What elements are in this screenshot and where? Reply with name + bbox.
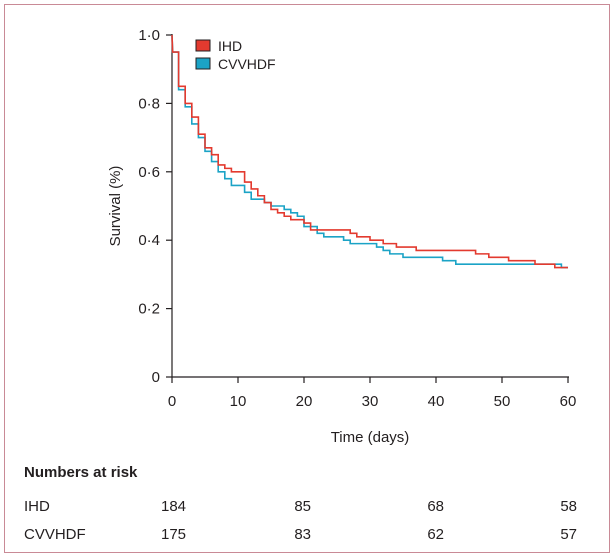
- risk-value: 85: [294, 498, 311, 515]
- axes: 0 0·2 0·4 0·6 0·8 1·0 0 10 20 30 40 50 60: [138, 27, 576, 410]
- legend-label-ihd: IHD: [218, 38, 242, 54]
- y-tick-label: 0·2: [138, 301, 160, 318]
- risk-value: 175: [161, 526, 186, 543]
- x-ticks: 0 10 20 30 40 50 60: [168, 377, 577, 410]
- risk-value: 184: [161, 498, 186, 515]
- risk-value: 58: [560, 498, 577, 515]
- x-axis-title: Time (days): [331, 429, 410, 446]
- x-tick-label: 10: [230, 393, 247, 410]
- risk-value: 83: [294, 526, 311, 543]
- y-tick-label: 0: [152, 369, 160, 386]
- series-line-cvvhdf: [171, 34, 568, 269]
- numbers-at-risk-table: Numbers at risk IHD 184 85 68 58 CVVHDF 175 83 6…: [24, 464, 577, 543]
- y-tick-label: 1·0: [138, 27, 160, 44]
- y-tick-label: 0·6: [138, 164, 160, 181]
- y-tick-label: 0·8: [138, 95, 160, 112]
- x-tick-label: 40: [428, 393, 445, 410]
- series-layer: [171, 34, 568, 269]
- x-tick-label: 30: [362, 393, 379, 410]
- x-tick-label: 0: [168, 393, 176, 410]
- y-axis-title: Survival (%): [107, 166, 124, 247]
- risk-value: 57: [560, 526, 577, 543]
- legend-label-cvvhdf: CVVHDF: [218, 56, 276, 72]
- numbers-at-risk-heading: Numbers at risk: [24, 464, 138, 481]
- risk-row-label: IHD: [24, 498, 50, 515]
- legend-swatch-cvvhdf: [195, 57, 211, 70]
- legend: IHD CVVHDF: [195, 38, 276, 72]
- risk-value: 68: [427, 498, 444, 515]
- x-tick-label: 20: [296, 393, 313, 410]
- y-ticks: 0 0·2 0·4 0·6 0·8 1·0: [138, 27, 172, 386]
- series-line-ihd: [171, 34, 568, 269]
- legend-swatch-ihd: [195, 39, 211, 52]
- x-tick-label: 50: [494, 393, 511, 410]
- risk-value: 62: [427, 526, 444, 543]
- figure-frame: [4, 4, 610, 553]
- x-tick-label: 60: [560, 393, 577, 410]
- risk-row-label: CVVHDF: [24, 526, 86, 543]
- y-tick-label: 0·4: [138, 232, 160, 249]
